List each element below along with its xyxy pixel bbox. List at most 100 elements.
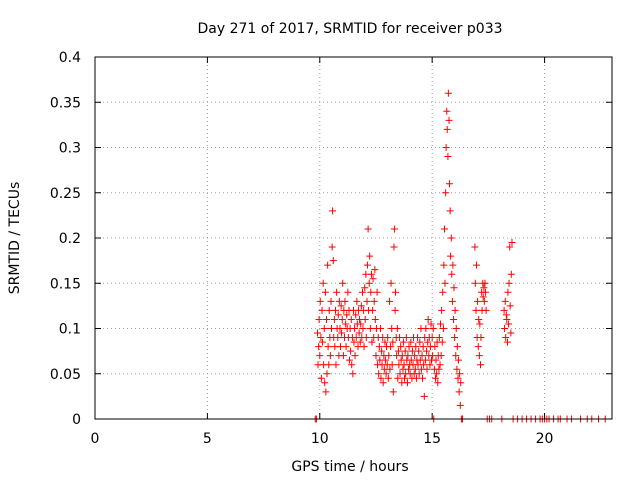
data-point (401, 347, 409, 355)
data-point (424, 315, 432, 323)
data-point (450, 315, 458, 323)
data-point (336, 325, 344, 332)
data-point (387, 343, 395, 351)
data-point (322, 388, 330, 396)
data-point (347, 347, 355, 355)
data-point (472, 261, 480, 269)
data-point (319, 279, 327, 287)
data-point (503, 315, 511, 323)
data-point (402, 334, 410, 342)
data-point (321, 288, 329, 296)
data-point (506, 243, 514, 251)
data-point (371, 315, 379, 323)
data-point (343, 311, 351, 319)
data-point (384, 374, 392, 382)
data-point (437, 352, 445, 360)
data-point (500, 306, 508, 314)
data-point (420, 361, 428, 369)
data-point (439, 288, 447, 296)
data-point (367, 288, 375, 296)
data-point (480, 297, 488, 305)
grid-lines (95, 57, 612, 419)
data-point (332, 361, 340, 369)
y-tick-label: 0.05 (50, 367, 81, 383)
x-tick-labels: 0 5 10 15 20 (91, 431, 554, 447)
data-point (364, 225, 372, 233)
data-point (411, 365, 419, 373)
data-point (317, 334, 325, 342)
data-point (391, 306, 399, 314)
data-point (344, 288, 352, 296)
data-point (447, 234, 455, 242)
data-point (350, 338, 358, 346)
data-point (339, 352, 347, 360)
data-point (444, 153, 452, 161)
data-point (342, 343, 350, 351)
data-point (363, 261, 371, 269)
data-point (355, 329, 363, 337)
x-axis-label: GPS time / hours (291, 459, 408, 475)
data-point (445, 180, 453, 188)
data-point (444, 89, 452, 97)
data-point (457, 379, 465, 387)
data-point (329, 257, 337, 265)
data-point (471, 243, 479, 251)
data-point (475, 315, 483, 323)
data-point (507, 329, 515, 337)
axis-ticks (94, 56, 612, 420)
data-point (423, 365, 431, 373)
data-point (393, 325, 401, 332)
data-point (341, 297, 349, 305)
data-point (345, 356, 353, 364)
data-point (327, 297, 335, 305)
data-point (360, 343, 368, 351)
data-point (385, 352, 393, 360)
data-point (368, 338, 376, 346)
data-point (505, 320, 513, 328)
data-point (361, 284, 369, 292)
data-point (438, 306, 446, 314)
data-point (385, 297, 393, 305)
data-point (375, 343, 383, 351)
data-point (449, 261, 457, 269)
data-point (480, 284, 488, 292)
data-point (320, 325, 328, 332)
data-point (365, 279, 373, 287)
data-point (507, 270, 515, 278)
data-point (334, 334, 342, 342)
data-point (384, 334, 392, 342)
data-point (334, 311, 342, 319)
data-point (381, 338, 389, 346)
data-point (390, 243, 398, 251)
data-point (418, 352, 426, 360)
data-point (482, 306, 490, 314)
data-point (397, 343, 405, 351)
data-point (338, 315, 346, 323)
data-point (351, 325, 359, 332)
data-point (318, 338, 326, 346)
data-point (420, 392, 428, 400)
data-point (471, 279, 479, 287)
data-point (325, 361, 333, 369)
data-point (323, 315, 331, 323)
data-point (396, 334, 404, 342)
data-point (389, 338, 397, 346)
data-point (415, 347, 423, 355)
data-point (338, 329, 346, 337)
data-point (373, 288, 381, 296)
data-point (442, 189, 450, 197)
y-tick-label: 0.1 (59, 322, 81, 338)
data-point (377, 374, 385, 382)
data-point (392, 288, 400, 296)
data-point (354, 343, 362, 351)
data-point (432, 356, 440, 364)
data-point (329, 207, 337, 215)
data-point (451, 334, 459, 342)
data-point (419, 374, 427, 382)
data-point (475, 352, 483, 360)
y-tick-label: 0 (72, 412, 81, 428)
data-point (386, 365, 394, 373)
data-point (332, 306, 340, 314)
data-point (357, 320, 365, 328)
data-point (433, 370, 441, 378)
